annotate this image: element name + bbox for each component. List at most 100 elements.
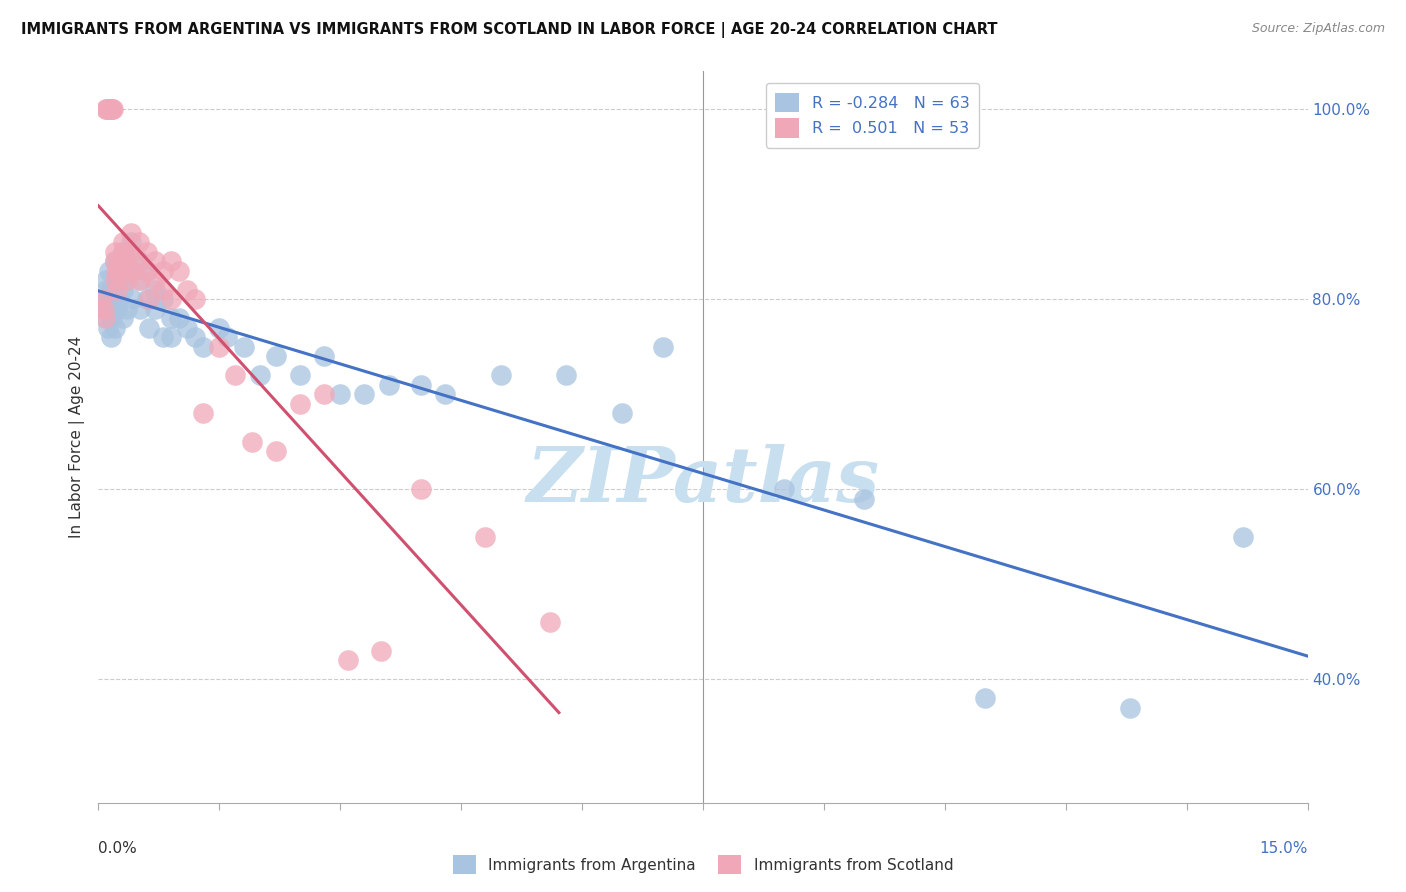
Point: [217, 330, 239, 344]
Point: [208, 340, 231, 354]
Point: [135, 264, 157, 278]
Text: ZIPatlas: ZIPatlas: [526, 444, 880, 518]
Point: [184, 293, 207, 307]
Point: [100, 283, 122, 297]
Point: [111, 235, 134, 250]
Point: [97, 264, 120, 278]
Point: [314, 387, 336, 401]
Point: [772, 483, 794, 497]
Point: [94, 311, 117, 326]
Point: [474, 530, 496, 544]
Point: [100, 103, 122, 117]
Point: [176, 321, 198, 335]
Point: [105, 273, 128, 287]
Point: [129, 273, 152, 287]
Point: [111, 283, 134, 297]
Point: [337, 653, 360, 667]
Point: [160, 330, 183, 344]
Point: [128, 254, 150, 268]
Point: [232, 340, 254, 354]
Point: [94, 301, 117, 316]
Point: [115, 273, 138, 287]
Point: [409, 483, 432, 497]
Point: [103, 244, 125, 259]
Point: [101, 103, 124, 117]
Point: [105, 301, 128, 316]
Point: [143, 283, 166, 297]
Point: [111, 244, 134, 259]
Point: [91, 293, 114, 307]
Point: [409, 377, 432, 392]
Point: [97, 321, 120, 335]
Point: [264, 349, 287, 363]
Point: [288, 368, 311, 383]
Point: [100, 293, 122, 307]
Point: [100, 103, 122, 117]
Point: [152, 293, 174, 307]
Point: [370, 644, 392, 658]
Point: [491, 368, 513, 383]
Point: [160, 293, 183, 307]
Point: [107, 293, 129, 307]
Point: [135, 293, 157, 307]
Point: [434, 387, 457, 401]
Point: [555, 368, 578, 383]
Point: [105, 264, 128, 278]
Point: [138, 293, 160, 307]
Point: [98, 103, 121, 117]
Point: [1232, 530, 1254, 544]
Point: [120, 264, 142, 278]
Point: [353, 387, 375, 401]
Point: [114, 254, 136, 268]
Point: [97, 293, 120, 307]
Point: [1119, 701, 1142, 715]
Point: [103, 254, 125, 268]
Point: [128, 235, 150, 250]
Point: [121, 293, 143, 307]
Point: [107, 264, 129, 278]
Point: [176, 283, 198, 297]
Point: [128, 273, 150, 287]
Point: [288, 397, 311, 411]
Point: [121, 264, 143, 278]
Point: [120, 244, 142, 259]
Text: Source: ZipAtlas.com: Source: ZipAtlas.com: [1251, 22, 1385, 36]
Point: [208, 321, 231, 335]
Point: [103, 293, 125, 307]
Point: [135, 264, 157, 278]
Point: [853, 491, 876, 506]
Point: [96, 103, 118, 117]
Point: [129, 301, 152, 316]
Point: [160, 311, 183, 326]
Point: [135, 244, 157, 259]
Point: [152, 330, 174, 344]
Point: [193, 340, 215, 354]
Point: [105, 283, 128, 297]
Point: [538, 615, 561, 630]
Legend: R = -0.284   N = 63, R =  0.501   N = 53: R = -0.284 N = 63, R = 0.501 N = 53: [765, 83, 979, 147]
Point: [240, 434, 263, 449]
Point: [111, 311, 134, 326]
Point: [167, 264, 190, 278]
Point: [974, 691, 997, 706]
Point: [120, 235, 142, 250]
Point: [94, 293, 117, 307]
Point: [138, 321, 160, 335]
Point: [96, 103, 118, 117]
Point: [184, 330, 207, 344]
Point: [143, 273, 166, 287]
Point: [193, 406, 215, 420]
Legend: Immigrants from Argentina, Immigrants from Scotland: Immigrants from Argentina, Immigrants fr…: [447, 849, 959, 880]
Text: 0.0%: 0.0%: [98, 841, 138, 855]
Point: [264, 444, 287, 458]
Point: [96, 273, 118, 287]
Point: [143, 254, 166, 268]
Point: [103, 254, 125, 268]
Point: [103, 321, 125, 335]
Point: [114, 273, 136, 287]
Point: [249, 368, 271, 383]
Point: [152, 264, 174, 278]
Point: [111, 264, 134, 278]
Point: [152, 283, 174, 297]
Text: IMMIGRANTS FROM ARGENTINA VS IMMIGRANTS FROM SCOTLAND IN LABOR FORCE | AGE 20-24: IMMIGRANTS FROM ARGENTINA VS IMMIGRANTS …: [21, 22, 998, 38]
